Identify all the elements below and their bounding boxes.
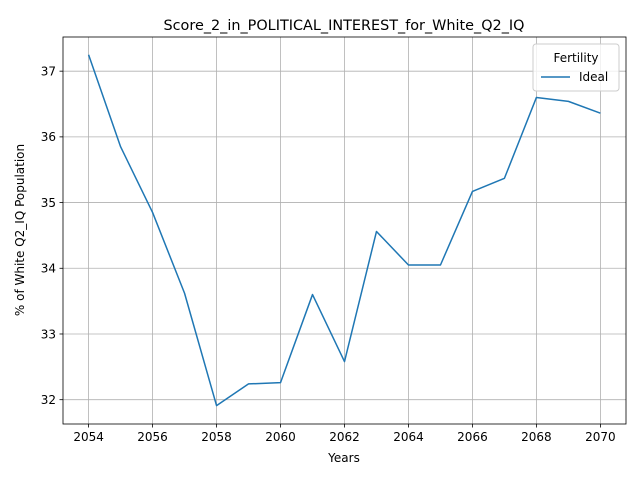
x-tick-label: 2064 <box>393 430 424 444</box>
y-axis: 32 33 34 35 36 37 <box>41 64 63 407</box>
series-layer <box>87 54 601 407</box>
y-axis-label: % of White Q2_IQ Population <box>13 144 27 316</box>
chart-title: Score_2_in_POLITICAL_INTEREST_for_White_… <box>164 18 525 34</box>
x-tick-label: 2062 <box>329 430 360 444</box>
grid-lines <box>63 37 626 424</box>
legend: Fertility Ideal <box>532 43 620 92</box>
y-tick-label: 33 <box>41 327 56 341</box>
x-tick-label: 2070 <box>585 430 616 444</box>
y-tick-label: 35 <box>41 196 56 210</box>
y-tick-label: 37 <box>41 64 56 78</box>
y-tick-label: 32 <box>41 393 56 407</box>
x-tick-label: 2056 <box>137 430 168 444</box>
x-axis: 2054 2056 2058 2060 2062 2064 2066 2068 2070 <box>73 424 616 444</box>
x-tick-label: 2060 <box>265 430 296 444</box>
x-axis-label: Years <box>327 451 360 465</box>
y-tick-label: 34 <box>41 262 56 276</box>
y-tick-label: 36 <box>41 130 56 144</box>
legend-title: Fertility <box>553 51 598 65</box>
x-tick-label: 2066 <box>457 430 488 444</box>
x-tick-label: 2068 <box>521 430 552 444</box>
legend-label: Ideal <box>579 70 608 84</box>
x-tick-label: 2058 <box>201 430 232 444</box>
x-tick-label: 2054 <box>73 430 104 444</box>
legend-box <box>532 43 620 92</box>
